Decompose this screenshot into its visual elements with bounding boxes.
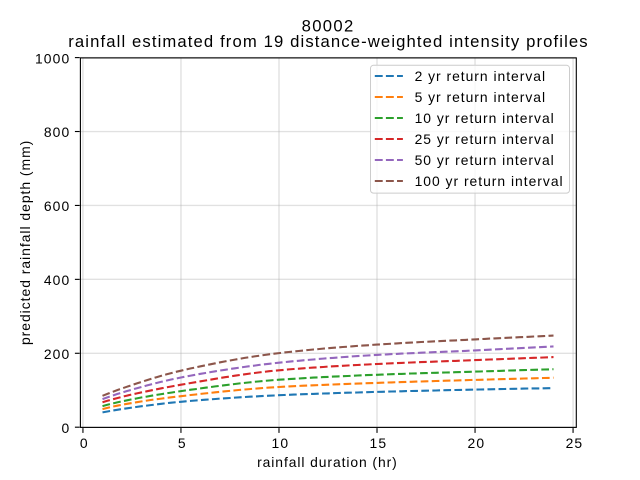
svg-text:0: 0	[61, 420, 70, 436]
svg-text:10 yr return interval: 10 yr return interval	[415, 110, 555, 126]
svg-text:15: 15	[370, 435, 388, 451]
svg-text:5: 5	[178, 435, 187, 451]
svg-text:50 yr return interval: 50 yr return interval	[415, 152, 555, 168]
svg-text:800: 800	[44, 124, 70, 140]
svg-text:600: 600	[44, 198, 70, 214]
svg-text:predicted rainfall depth (mm): predicted rainfall depth (mm)	[17, 140, 33, 345]
svg-text:10: 10	[272, 435, 290, 451]
svg-text:2 yr return interval: 2 yr return interval	[415, 68, 546, 84]
svg-text:200: 200	[44, 346, 70, 362]
svg-text:25 yr return interval: 25 yr return interval	[415, 131, 555, 147]
svg-text:80002: 80002	[302, 17, 355, 36]
svg-text:rainfall estimated from 19 dis: rainfall estimated from 19 distance-weig…	[68, 32, 589, 51]
svg-text:100 yr return interval: 100 yr return interval	[415, 173, 564, 189]
svg-text:20: 20	[468, 435, 486, 451]
svg-text:25: 25	[566, 435, 584, 451]
svg-text:0: 0	[80, 435, 89, 451]
svg-text:rainfall duration (hr): rainfall duration (hr)	[257, 454, 398, 470]
svg-text:1000: 1000	[35, 50, 70, 66]
svg-text:400: 400	[44, 272, 70, 288]
svg-text:5 yr return interval: 5 yr return interval	[415, 89, 546, 105]
